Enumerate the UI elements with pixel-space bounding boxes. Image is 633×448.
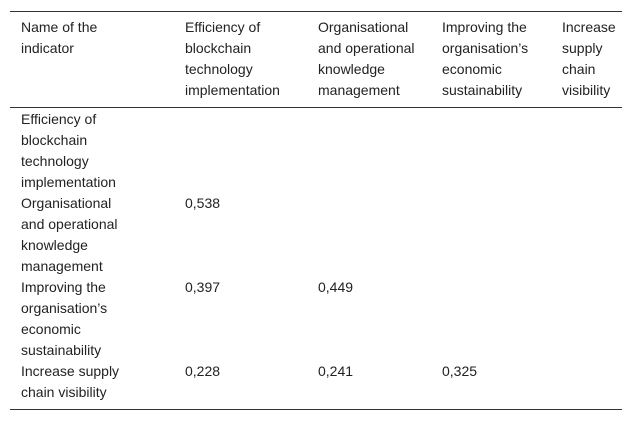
table-row: Increase supply chain visibility 0,228 0,2…: [10, 361, 622, 410]
table-row: Efficiency of blockchain technology impl…: [10, 108, 622, 194]
table-row: Improving the organisation’s economic su…: [10, 277, 622, 361]
cell-text: 0,228: [185, 363, 221, 379]
cell-text: Efficiency of blockchain technology impl…: [185, 19, 280, 98]
table-cell: Efficiency of blockchain technology impl…: [10, 108, 174, 194]
cell-text: Name of the indicator: [21, 19, 98, 56]
header-cell: Name of the indicator: [10, 12, 174, 108]
table-cell: 0,241: [307, 361, 431, 410]
cell-text: Increase supply chain visibility: [21, 363, 120, 400]
table-body: Efficiency of blockchain technology impl…: [10, 108, 622, 410]
cell-text: 0,325: [442, 363, 478, 379]
cell-text: Organisational and operational knowledge…: [318, 19, 415, 98]
table-cell: [551, 277, 622, 361]
table-cell: [551, 361, 622, 410]
cell-text: 0,538: [185, 195, 221, 211]
table-cell: Increase supply chain visibility: [10, 361, 174, 410]
table-cell: [431, 108, 551, 194]
table-row: Organisational and operational knowledge…: [10, 193, 622, 277]
cell-text: Improving the organisation’s economic su…: [442, 19, 529, 98]
table-cell: 0,325: [431, 361, 551, 410]
cell-text: Efficiency of blockchain technology impl…: [21, 111, 116, 190]
cell-text: 0,397: [185, 279, 221, 295]
table-cell: [551, 108, 622, 194]
table-cell: [431, 193, 551, 277]
table-cell: [174, 108, 307, 194]
table-cell: [551, 193, 622, 277]
cell-text: 0,241: [318, 363, 354, 379]
table-cell: Improving the organisation’s economic su…: [10, 277, 174, 361]
cell-text: 0,449: [318, 279, 354, 295]
cell-text: Organisational and operational knowledge…: [21, 195, 118, 274]
header-cell: Organisational and operational knowledge…: [307, 12, 431, 108]
correlation-table: Name of the indicator Efficiency of block…: [10, 11, 622, 410]
table-cell: 0,538: [174, 193, 307, 277]
header-cell: Efficiency of blockchain technology impl…: [174, 12, 307, 108]
table-cell: [307, 108, 431, 194]
table-header: Name of the indicator Efficiency of block…: [10, 11, 622, 108]
table-cell: 0,397: [174, 277, 307, 361]
header-row: Name of the indicator Efficiency of block…: [10, 11, 622, 108]
table-cell: [307, 193, 431, 277]
table-cell: Organisational and operational knowledge…: [10, 193, 174, 277]
cell-text: Increase supply chain visibility: [562, 19, 616, 98]
table-cell: [431, 277, 551, 361]
cell-text: Improving the organisation’s economic su…: [21, 279, 108, 358]
table-cell: 0,449: [307, 277, 431, 361]
table-cell: 0,228: [174, 361, 307, 410]
header-cell: Improving the organisation’s economic su…: [431, 12, 551, 108]
header-cell: Increase supply chain visibility: [551, 12, 622, 108]
